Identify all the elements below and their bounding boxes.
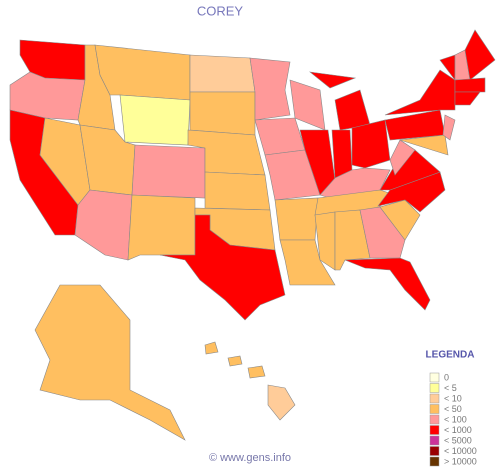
legend: 0< 5< 10< 50< 100< 1000< 5000< 10000> 10… (429, 372, 477, 467)
state (279, 239, 336, 286)
state (454, 91, 481, 106)
legend-label: > 10000 (444, 456, 477, 466)
legend-swatch (429, 383, 440, 393)
state (119, 94, 191, 146)
legend-label: < 5 (444, 383, 457, 393)
map-title: COREY (197, 3, 244, 18)
state (264, 149, 321, 201)
state (384, 109, 446, 141)
legend-swatch (429, 372, 440, 383)
legend-label: < 10 (444, 393, 462, 403)
state (34, 284, 186, 441)
state (204, 171, 271, 211)
state (379, 149, 441, 191)
state (74, 189, 133, 261)
state (464, 29, 496, 81)
state (384, 69, 456, 116)
legend-swatch (429, 435, 440, 446)
state (94, 44, 191, 101)
state (204, 341, 219, 355)
legend-label: 0 (444, 372, 449, 382)
state (131, 144, 206, 199)
legend-swatch (429, 414, 440, 425)
legend-swatch (429, 446, 440, 456)
state (454, 77, 486, 93)
state (359, 206, 406, 259)
state (344, 257, 431, 311)
legend-swatch (429, 404, 440, 414)
legend-swatch (429, 425, 440, 435)
state (227, 355, 243, 367)
states (9, 29, 496, 441)
legend-label: < 5000 (444, 435, 472, 445)
state (308, 71, 357, 89)
state (274, 197, 319, 241)
state (159, 214, 286, 321)
state (249, 57, 291, 121)
legend-label: < 10000 (444, 446, 477, 456)
legend-title: LEGENDA (426, 350, 475, 361)
state (127, 194, 196, 261)
state (442, 114, 456, 141)
state (189, 91, 256, 136)
legend-label: < 1000 (444, 425, 472, 435)
state (331, 129, 353, 179)
state (379, 199, 421, 241)
legend-swatch (429, 456, 440, 467)
state (254, 117, 306, 156)
legend-swatch (429, 393, 440, 404)
state (334, 89, 371, 131)
state (351, 119, 391, 169)
legend-label: < 50 (444, 404, 462, 414)
state (389, 139, 416, 176)
footer: © www.gens.info (209, 452, 291, 464)
legend-label: < 100 (444, 414, 467, 424)
state (189, 54, 256, 93)
state (247, 365, 266, 379)
state (267, 384, 296, 421)
state (399, 134, 449, 156)
